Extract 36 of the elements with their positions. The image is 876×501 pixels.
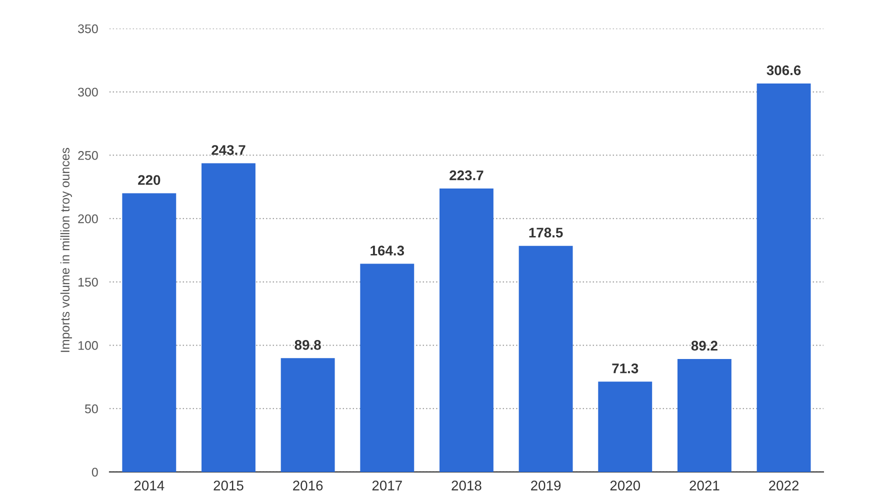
y-tick-label: 150 xyxy=(78,278,98,287)
x-tick-label: 2020 xyxy=(610,480,640,490)
x-tick-label: 2017 xyxy=(372,480,402,490)
data-label: 71.3 xyxy=(612,363,638,374)
x-tick-label: 2014 xyxy=(134,480,164,490)
y-tick-label: 50 xyxy=(84,404,98,414)
y-tick-label: 250 xyxy=(78,151,98,160)
x-tick-label: 2016 xyxy=(293,480,323,490)
bar xyxy=(598,382,652,472)
data-label: 89.2 xyxy=(691,340,718,351)
bar xyxy=(280,358,335,472)
data-label: 220 xyxy=(138,175,160,185)
bar xyxy=(677,358,732,472)
x-tick-label: 2022 xyxy=(769,480,799,490)
data-label: 178.5 xyxy=(529,228,563,238)
x-tick-label: 2019 xyxy=(531,480,561,490)
y-tick-label: 200 xyxy=(78,214,98,224)
data-label: 89.8 xyxy=(294,340,321,350)
data-label: 223.7 xyxy=(450,170,484,180)
y-tick-label: 350 xyxy=(78,24,98,34)
data-label: 306.6 xyxy=(766,65,801,76)
bar xyxy=(202,163,256,472)
bar xyxy=(756,84,811,472)
bar xyxy=(518,246,573,472)
y-axis-title: Imports volume in million troy ounces xyxy=(60,148,72,352)
bar xyxy=(360,264,414,472)
y-tick-label: 100 xyxy=(78,341,98,350)
x-tick-label: 2015 xyxy=(214,480,244,490)
x-tick-label: 2018 xyxy=(452,480,482,490)
y-tick-label: 300 xyxy=(78,88,98,97)
x-tick-label: 2021 xyxy=(690,480,720,490)
data-label: 164.3 xyxy=(370,246,404,256)
bar xyxy=(122,193,176,472)
bar xyxy=(440,188,494,472)
data-label: 243.7 xyxy=(212,145,246,155)
y-tick-label: 0 xyxy=(92,468,98,477)
